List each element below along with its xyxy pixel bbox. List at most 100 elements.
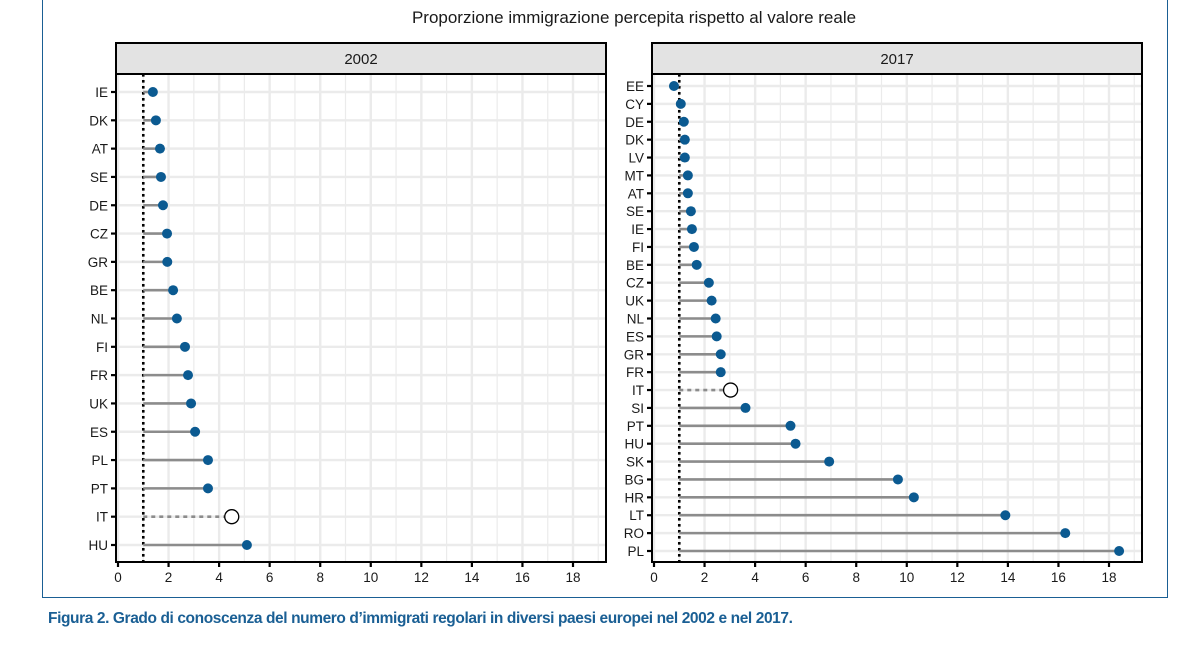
x-tick-label: 8 <box>316 570 324 585</box>
facet-label: 2002 <box>344 51 377 68</box>
y-tick-label: FI <box>632 240 644 255</box>
point-PL[interactable] <box>1114 546 1125 556</box>
y-tick-label: GR <box>624 347 645 362</box>
point-MT[interactable] <box>682 170 693 181</box>
point-IE[interactable] <box>686 224 697 235</box>
y-tick-label: LT <box>629 508 644 523</box>
y-tick-label: DE <box>89 198 108 213</box>
y-tick-label: CZ <box>90 227 108 242</box>
y-tick-label: EE <box>626 79 644 94</box>
panel-border <box>115 73 607 563</box>
y-tick-label: DK <box>625 133 644 148</box>
y-tick-label: GR <box>88 255 109 270</box>
facet-strip <box>115 42 607 75</box>
point-DE[interactable] <box>678 116 689 127</box>
point-NL[interactable] <box>171 313 182 324</box>
x-tick-label: 0 <box>650 570 658 585</box>
point-CZ[interactable] <box>162 228 173 239</box>
panel-2017: EE CY DE DK LV MT AT SE IE FI BE CZ UK NL ES GR FR IT SI PT… <box>624 42 1143 585</box>
x-tick-label: 4 <box>751 570 759 585</box>
point-FI[interactable] <box>688 241 699 252</box>
point-PL[interactable] <box>202 455 213 466</box>
x-tick-label: 2 <box>165 570 173 585</box>
facet-strip <box>651 42 1143 75</box>
x-tick-label: 14 <box>1000 570 1016 585</box>
y-tick-label: CZ <box>626 276 644 291</box>
point-UK[interactable] <box>706 295 717 306</box>
figure-frame <box>42 0 1168 598</box>
point-HR[interactable] <box>908 492 919 503</box>
point-ES[interactable] <box>190 426 201 437</box>
point-CZ[interactable] <box>703 277 714 288</box>
y-tick-label: RO <box>624 526 644 541</box>
y-tick-label: CY <box>625 97 644 112</box>
point-EE[interactable] <box>668 81 679 91</box>
point-BE[interactable] <box>168 285 179 296</box>
point-RO[interactable] <box>1060 528 1071 539</box>
x-tick-label: 12 <box>414 570 429 585</box>
y-tick-label: DK <box>89 113 108 128</box>
x-tick-label: 18 <box>565 570 580 585</box>
y-tick-label: HU <box>89 538 109 553</box>
point-FI[interactable] <box>179 341 190 352</box>
point-HU[interactable] <box>241 540 252 550</box>
panel-border <box>651 73 1143 563</box>
point-AT[interactable] <box>154 143 165 154</box>
point-GR[interactable] <box>715 349 726 360</box>
y-tick-label: HR <box>625 490 645 505</box>
point-ES[interactable] <box>711 331 722 342</box>
x-tick-label: 10 <box>363 570 378 585</box>
y-tick-label: AT <box>92 142 108 157</box>
y-tick-label: MT <box>625 168 645 183</box>
x-tick-label: 0 <box>114 570 122 585</box>
y-tick-label: IT <box>96 510 108 525</box>
point-PT[interactable] <box>202 483 213 494</box>
point-CY[interactable] <box>675 98 686 109</box>
point-IT[interactable] <box>224 509 240 525</box>
point-SI[interactable] <box>740 402 751 413</box>
facet-label: 2017 <box>880 51 913 68</box>
y-tick-label: BE <box>626 258 644 273</box>
x-tick-label: 4 <box>215 570 223 585</box>
point-IT[interactable] <box>722 382 739 398</box>
point-GR[interactable] <box>162 256 173 267</box>
point-LV[interactable] <box>679 152 690 163</box>
point-UK[interactable] <box>186 398 197 409</box>
point-HU[interactable] <box>790 438 801 449</box>
x-tick-label: 14 <box>464 570 480 585</box>
point-DK[interactable] <box>679 134 690 145</box>
point-BE[interactable] <box>691 259 702 270</box>
x-tick-label: 16 <box>515 570 530 585</box>
point-NL[interactable] <box>710 313 721 324</box>
x-tick-label: 16 <box>1051 570 1066 585</box>
x-tick-label: 2 <box>701 570 709 585</box>
point-LT[interactable] <box>1000 510 1011 521</box>
point-PT[interactable] <box>785 420 796 431</box>
y-tick-label: SE <box>626 204 644 219</box>
x-tick-label: 12 <box>950 570 965 585</box>
point-SK[interactable] <box>824 456 835 467</box>
y-tick-label: SE <box>90 170 108 185</box>
y-tick-label: SK <box>626 455 644 470</box>
y-tick-label: UK <box>89 396 108 411</box>
y-tick-label: PT <box>627 419 644 434</box>
point-IE[interactable] <box>147 87 158 97</box>
y-tick-label: AT <box>628 186 644 201</box>
panel-2002: IE DK AT SE DE CZ GR BE NL FI FR UK ES PL PT IT HU 2002 0 2… <box>88 42 607 585</box>
point-DE[interactable] <box>157 200 168 211</box>
y-tick-label: DE <box>625 115 644 130</box>
point-AT[interactable] <box>682 188 693 199</box>
point-DK[interactable] <box>150 115 161 126</box>
point-SE[interactable] <box>685 206 696 217</box>
x-tick-label: 6 <box>802 570 810 585</box>
point-FR[interactable] <box>715 367 726 378</box>
y-tick-label: SI <box>631 401 644 416</box>
x-tick-label: 10 <box>899 570 914 585</box>
point-FR[interactable] <box>183 370 194 381</box>
point-BG[interactable] <box>892 474 903 485</box>
point-SE[interactable] <box>155 171 166 182</box>
y-tick-label: PL <box>91 453 108 468</box>
y-tick-label: ES <box>626 329 644 344</box>
y-tick-label: PT <box>91 481 108 496</box>
y-tick-label: IT <box>632 383 644 398</box>
